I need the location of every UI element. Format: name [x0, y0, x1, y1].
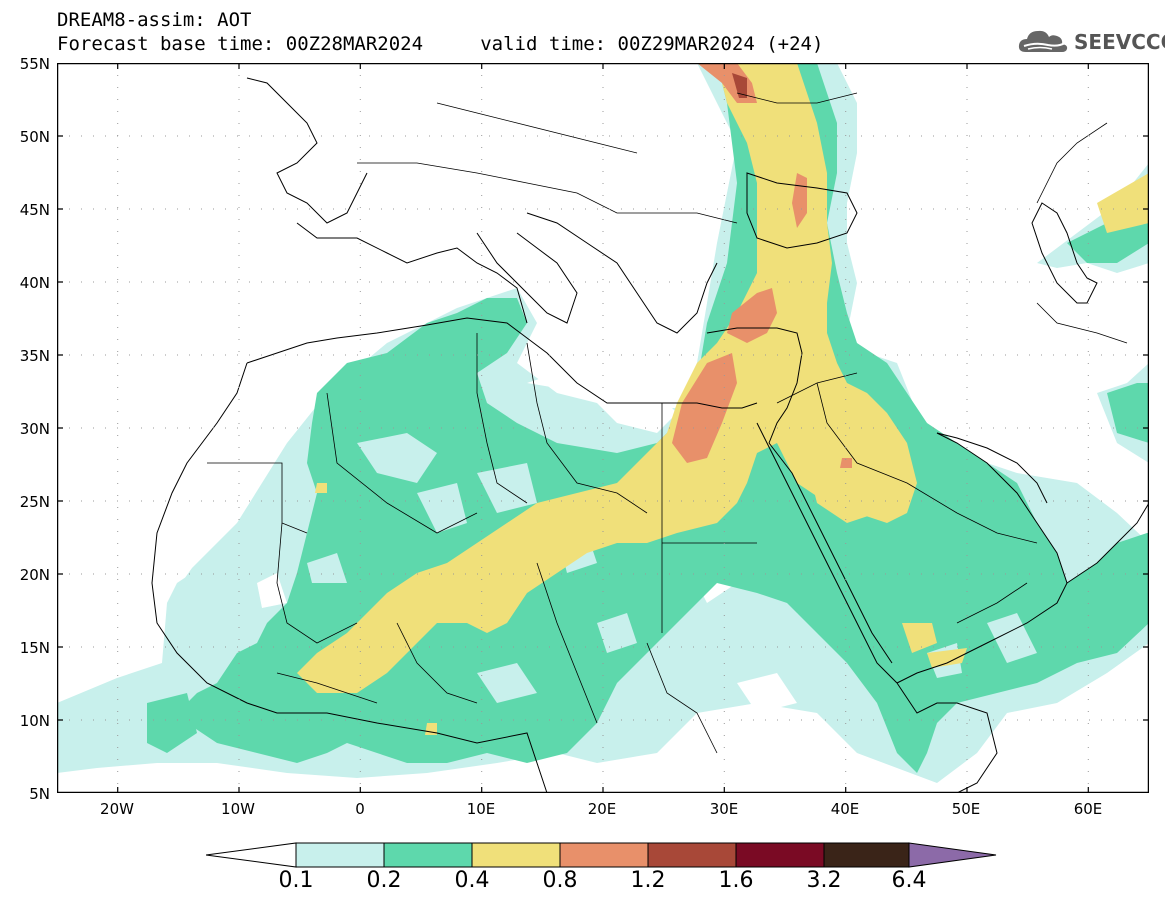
- lon-label: 10W: [221, 800, 255, 818]
- lat-label: 30N: [19, 420, 50, 438]
- colorbar-label: 1.2: [630, 868, 666, 893]
- lon-label: 20W: [100, 800, 134, 818]
- lon-label: 10E: [466, 800, 496, 818]
- aot-1.2-contour: [732, 73, 747, 98]
- colorbar-bin: [383, 842, 473, 868]
- colorbar-label: 0.1: [278, 868, 314, 893]
- axis-ticks: [57, 63, 1149, 793]
- logo-text: SEEVCCC: [1074, 30, 1165, 54]
- lat-label: 25N: [19, 493, 50, 511]
- colorbar-label: 0.8: [542, 868, 578, 893]
- lat-label: 15N: [19, 639, 50, 657]
- lat-label: 55N: [19, 55, 50, 73]
- map-title: DREAM8-assim: AOT: [57, 9, 252, 31]
- lon-label: 0: [355, 800, 365, 818]
- cloud-icon: [1018, 30, 1068, 52]
- lat-label: 40N: [19, 274, 50, 292]
- colorbar-label: 3.2: [806, 868, 842, 893]
- lon-label: 20E: [587, 800, 617, 818]
- aot-map: [57, 63, 1149, 793]
- colorbar-over-arrow: [908, 842, 997, 868]
- lon-label: 50E: [951, 800, 981, 818]
- lat-label: 45N: [19, 201, 50, 219]
- colorbar-label: 0.2: [366, 868, 402, 893]
- aot-0.4-contour: [297, 63, 1149, 735]
- colorbar-under-arrow: [206, 842, 297, 868]
- colorbar-label: 6.4: [891, 868, 927, 893]
- lat-label: 10N: [19, 712, 50, 730]
- colorbar-bin: [647, 842, 737, 868]
- colorbar-bin: [735, 842, 825, 868]
- colorbar-bin: [823, 842, 910, 868]
- lat-label: 20N: [19, 566, 50, 584]
- coastlines: [151, 77, 1149, 793]
- colorbar: [206, 842, 997, 868]
- colorbar-bin: [295, 842, 385, 868]
- country-borders: [207, 92, 1128, 754]
- seevccc-logo: SEEVCCC: [1018, 26, 1165, 56]
- lat-label: 35N: [19, 347, 50, 365]
- colorbar-label: 1.6: [718, 868, 754, 893]
- colorbar-label: 0.4: [454, 868, 490, 893]
- forecast-times: Forecast base time: 00Z28MAR2024 valid t…: [57, 33, 824, 55]
- lat-label: 50N: [19, 128, 50, 146]
- lon-label: 40E: [830, 800, 860, 818]
- colorbar-bin: [559, 842, 649, 868]
- colorbar-bin: [471, 842, 561, 868]
- lon-label: 30E: [709, 800, 739, 818]
- lat-label: 5N: [29, 785, 50, 803]
- lon-label: 60E: [1073, 800, 1103, 818]
